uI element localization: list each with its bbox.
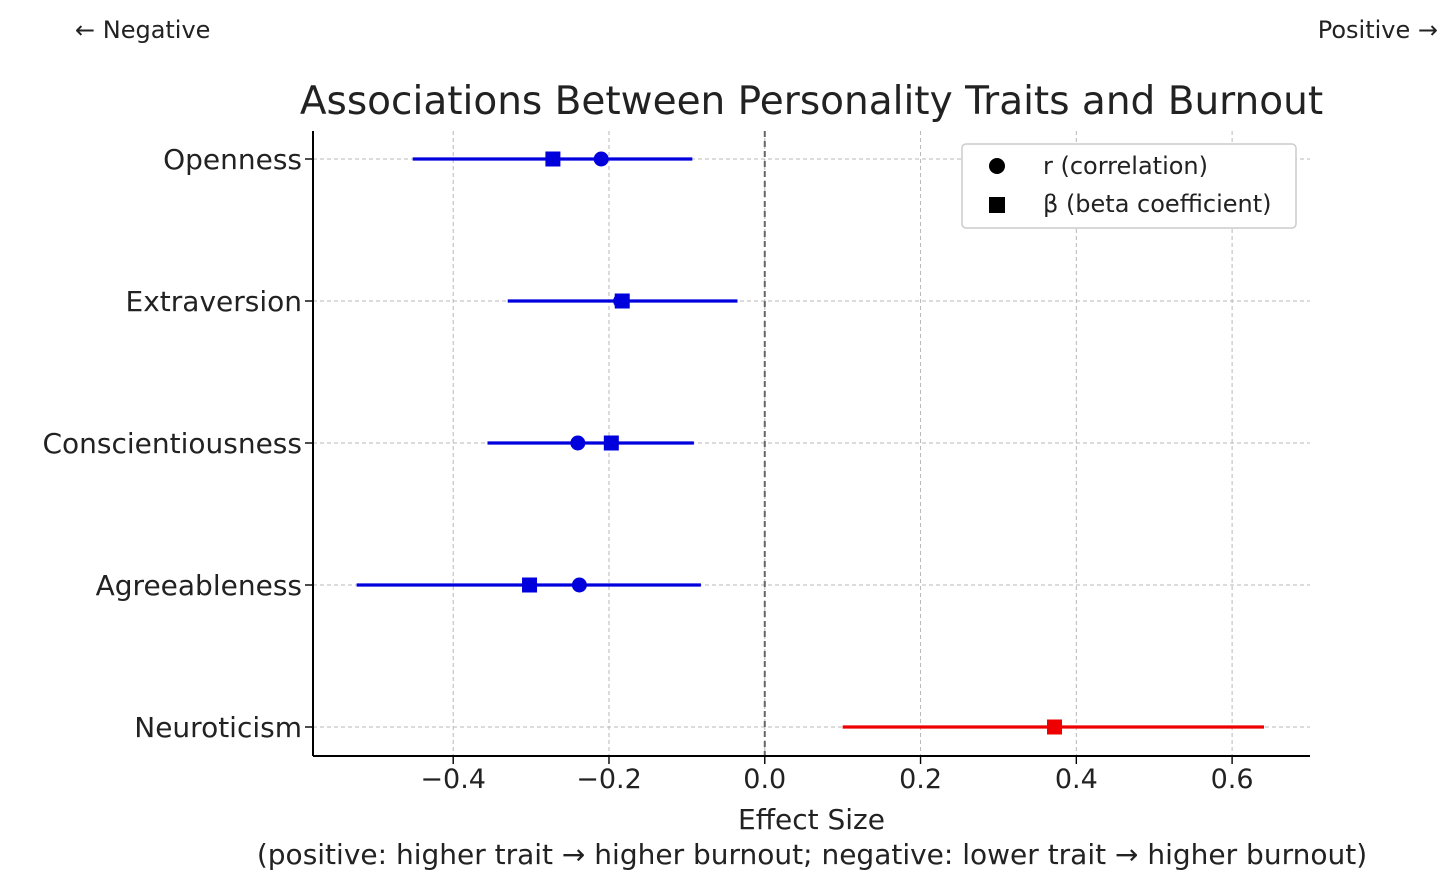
legend: r (correlation) β (beta coefficient): [961, 143, 1297, 229]
beta-marker: [603, 435, 619, 451]
y-tick-label: Openness: [163, 143, 302, 176]
beta-marker: [522, 577, 538, 593]
x-tick-label: 0.4: [1055, 764, 1098, 795]
legend-box: [961, 143, 1297, 229]
chart-title: Associations Between Personality Traits …: [300, 79, 1323, 124]
correlation-marker: [613, 293, 629, 309]
correlation-marker: [593, 151, 609, 167]
y-tick-label: Extraversion: [126, 285, 302, 318]
x-tick-label: −0.2: [576, 764, 642, 795]
correlation-marker: [1047, 719, 1063, 735]
x-axis-sublabel: (positive: higher trait → higher burnout…: [257, 838, 1367, 871]
negative-direction-note: ← Negative: [75, 16, 211, 44]
correlation-marker: [571, 577, 587, 593]
legend-label-beta: β (beta coefficient): [1043, 190, 1272, 218]
beta-marker: [545, 151, 561, 167]
y-tick-label: Conscientiousness: [42, 427, 302, 460]
x-tick-label: 0.6: [1211, 764, 1254, 795]
x-tick-label: −0.4: [420, 764, 486, 795]
correlation-marker: [570, 435, 586, 451]
legend-label-correlation: r (correlation): [1043, 152, 1208, 180]
y-axis-ticks: Openness Extraversion Conscientiousness Agr…: [42, 143, 313, 744]
y-tick-label: Neuroticism: [134, 711, 302, 744]
x-tick-label: 0.0: [743, 764, 786, 795]
positive-direction-note: Positive →: [1317, 16, 1438, 44]
x-tick-label: 0.2: [899, 764, 942, 795]
legend-square-marker: [989, 197, 1005, 213]
x-axis-label: Effect Size: [738, 803, 885, 836]
x-axis-ticks: −0.4 −0.2 0.0 0.2 0.4 0.6: [420, 756, 1254, 795]
legend-circle-marker: [989, 158, 1005, 174]
effect-markers: [522, 151, 1063, 735]
y-tick-label: Agreeableness: [96, 569, 302, 602]
